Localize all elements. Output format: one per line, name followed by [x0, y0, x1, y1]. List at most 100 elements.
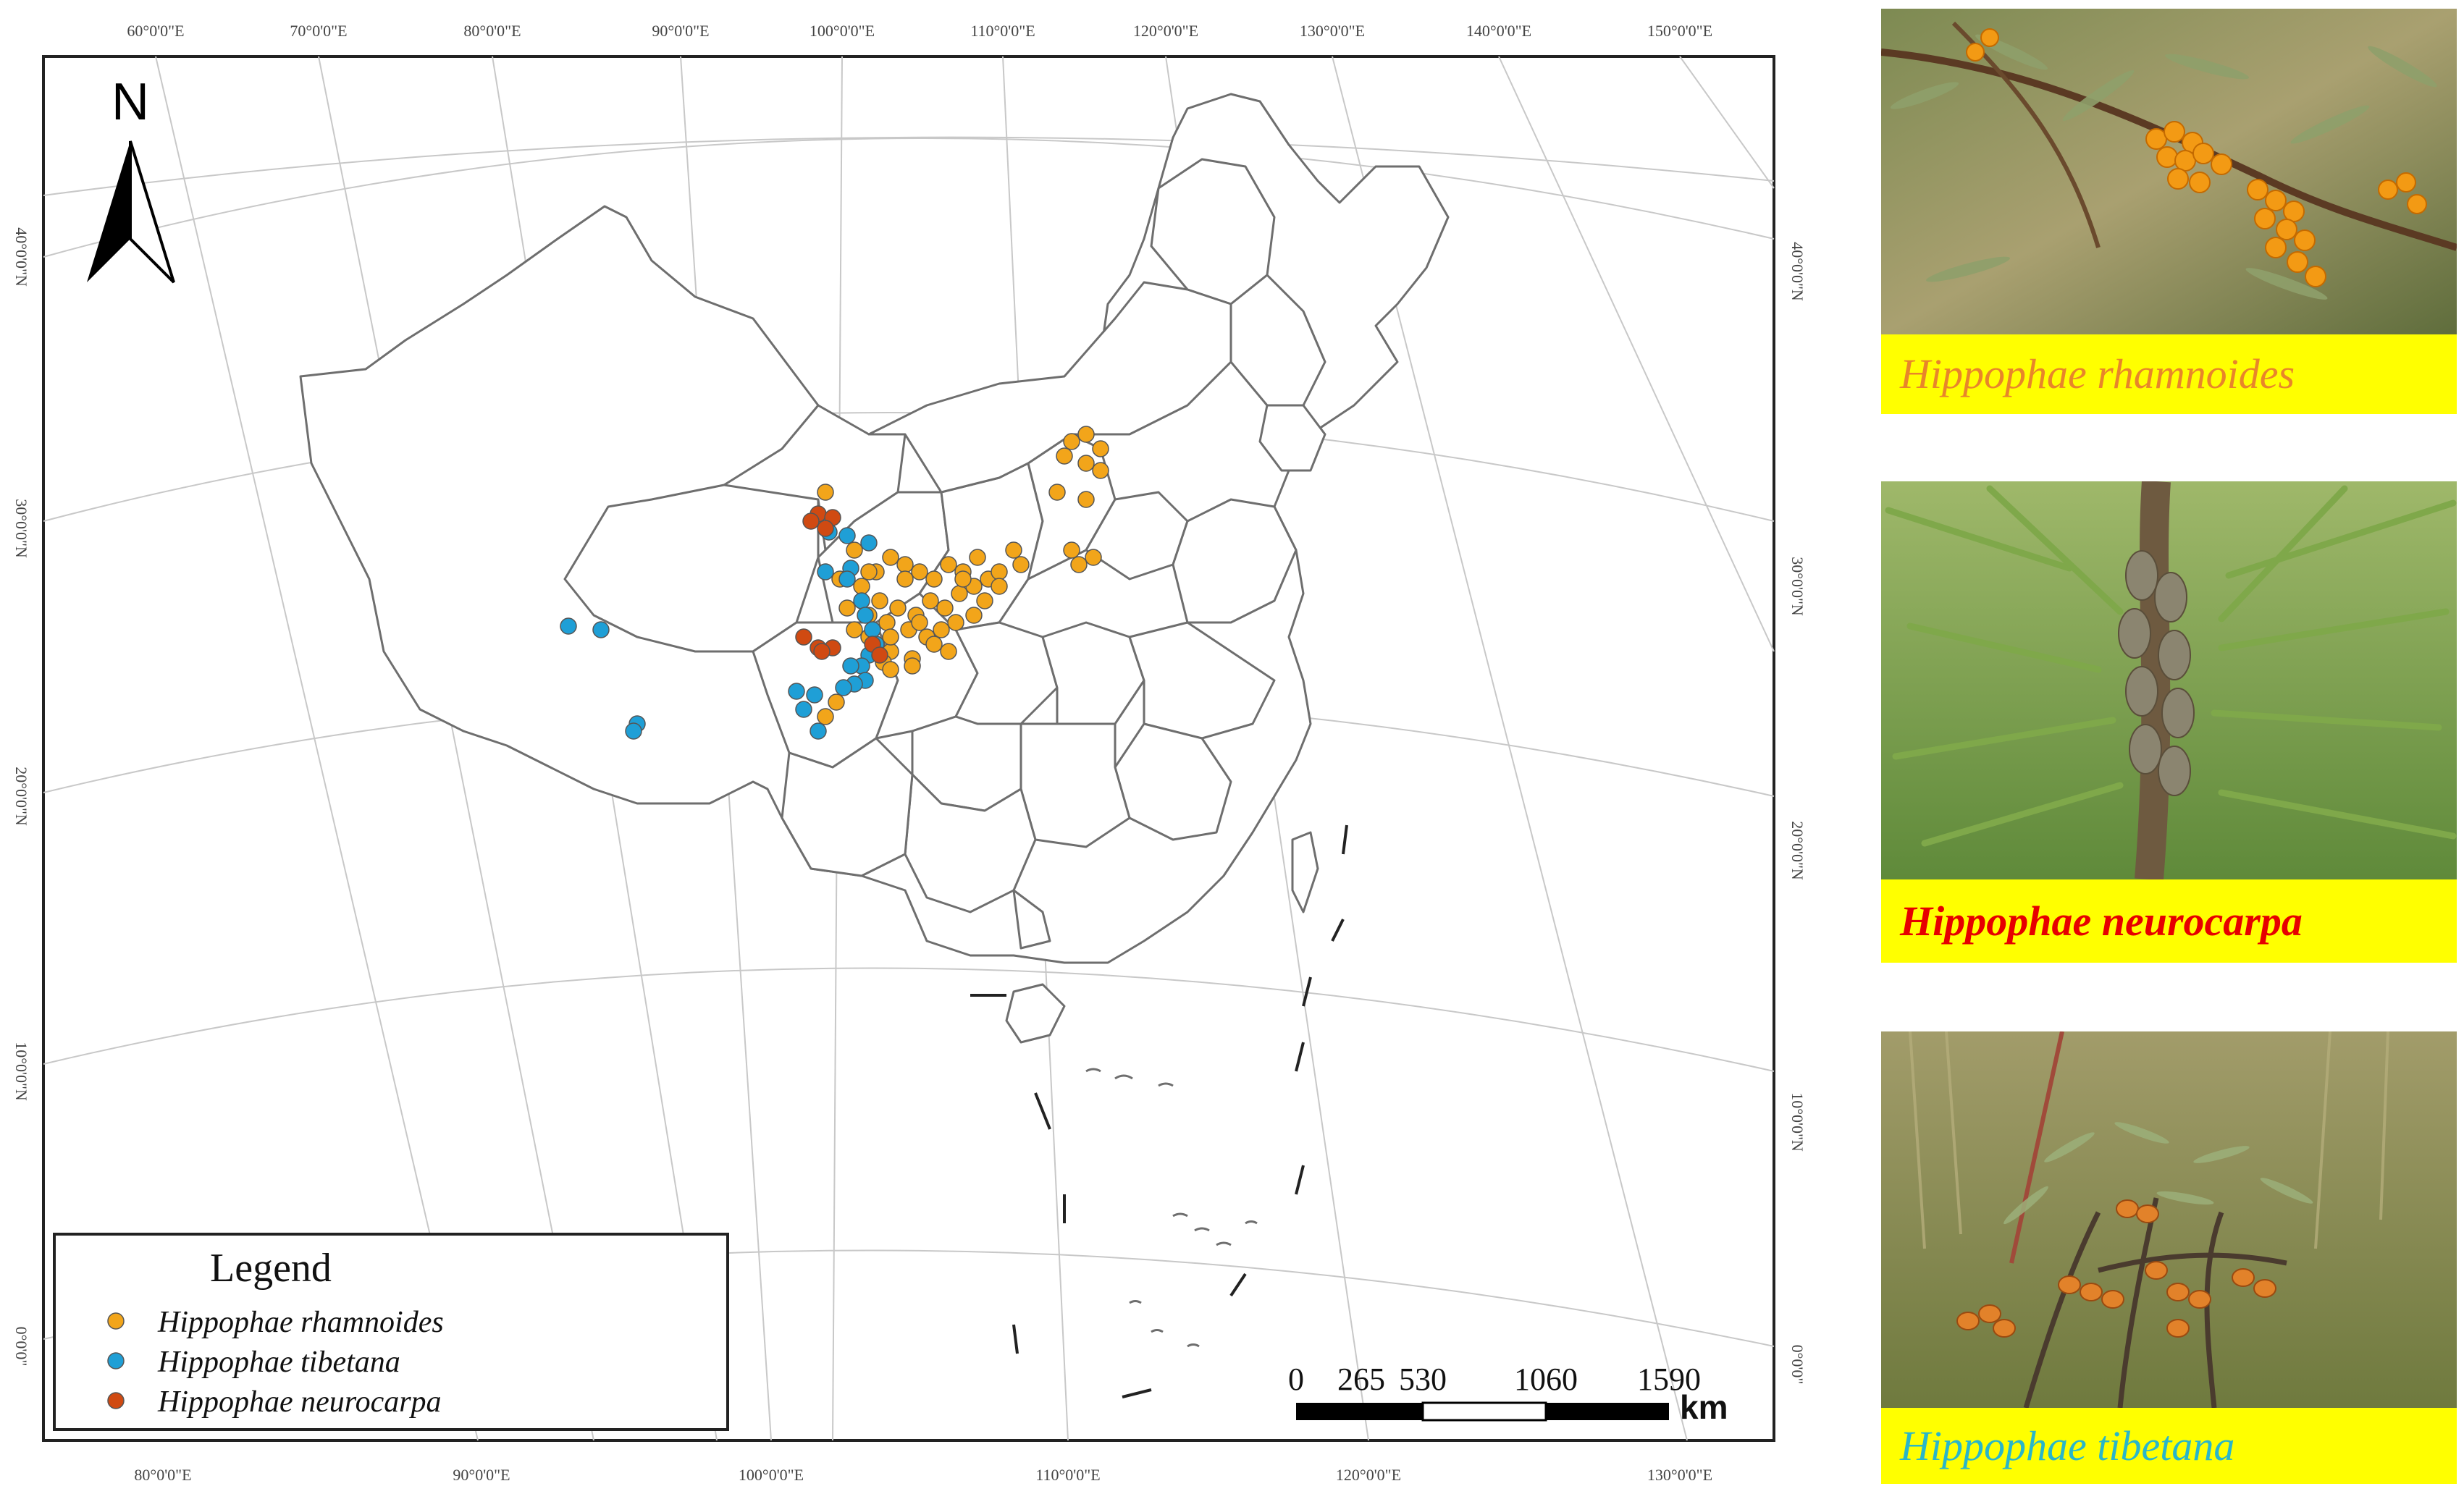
lon-label: 120°0'0"E: [1133, 22, 1198, 40]
point-rhamnoides: [1063, 433, 1080, 450]
point-rhamnoides: [896, 556, 914, 573]
point-rhamnoides: [947, 614, 964, 631]
point-tibetana: [810, 722, 827, 740]
lat-label: 20°0'0"N: [1788, 821, 1807, 880]
lon-label: 130°0'0"E: [1300, 22, 1365, 40]
lon-label: 130°0'0"E: [1647, 1466, 1712, 1484]
legend-swatch-rhamnoides: [107, 1312, 125, 1330]
point-rhamnoides: [922, 592, 939, 609]
legend: Legend Hippophae rhamnoides Hippophae ti…: [53, 1233, 729, 1431]
lat-label: 40°0'0"N: [12, 227, 30, 287]
legend-swatch-neurocarpa: [107, 1392, 125, 1409]
lat-label: 10°0'0"N: [1788, 1092, 1807, 1152]
legend-label: Hippophae tibetana: [157, 1346, 400, 1379]
point-rhamnoides: [846, 621, 863, 638]
north-arrow-left: [87, 141, 130, 282]
north-label: N: [112, 73, 149, 131]
caption-rhamnoides: Hippophae rhamnoides: [1881, 334, 2457, 414]
point-rhamnoides: [976, 592, 993, 609]
point-rhamnoides: [1092, 440, 1109, 457]
point-rhamnoides: [969, 549, 986, 566]
lon-label: 70°0'0"E: [290, 22, 347, 40]
legend-box: [53, 1233, 729, 1431]
point-rhamnoides: [925, 636, 943, 653]
point-rhamnoides: [1092, 462, 1109, 479]
scale-tick: 0: [1288, 1362, 1304, 1397]
lon-label: 80°0'0"E: [463, 22, 521, 40]
point-neurocarpa: [817, 520, 834, 537]
point-rhamnoides: [817, 484, 834, 501]
point-tibetana: [625, 722, 642, 740]
point-rhamnoides: [1048, 484, 1066, 501]
point-tibetana: [838, 570, 856, 588]
caption-text: Hippophae rhamnoides: [1900, 350, 2295, 397]
point-tibetana: [860, 534, 878, 552]
point-tibetana: [592, 621, 610, 638]
point-rhamnoides: [1077, 491, 1095, 508]
point-tibetana: [864, 621, 881, 638]
point-rhamnoides: [882, 549, 899, 566]
scale-tick: 530: [1399, 1362, 1447, 1397]
point-rhamnoides: [1077, 426, 1095, 443]
point-tibetana: [560, 617, 577, 635]
photo-rhamnoides: [1881, 9, 2457, 334]
point-rhamnoides: [965, 607, 983, 624]
lat-label: 30°0'0"N: [12, 499, 30, 558]
lon-label: 150°0'0"E: [1647, 22, 1712, 40]
point-rhamnoides: [940, 556, 957, 573]
point-rhamnoides: [940, 643, 957, 660]
north-arrow-right: [129, 140, 175, 284]
photo-tibetana-image: [1881, 1031, 2457, 1408]
point-rhamnoides: [896, 570, 914, 588]
point-tibetana: [835, 679, 852, 696]
distribution-points: [560, 426, 1109, 740]
point-rhamnoides: [936, 599, 954, 617]
point-rhamnoides: [1012, 556, 1030, 573]
scale-tick: 1590: [1637, 1362, 1701, 1397]
lon-label: 90°0'0"E: [453, 1466, 510, 1484]
point-tibetana: [853, 592, 870, 609]
point-neurocarpa: [813, 643, 831, 660]
point-rhamnoides: [860, 563, 878, 581]
caption-text: Hippophae tibetana: [1900, 1422, 2235, 1469]
scale-bar: 0 265 530 1060 1590 km: [1288, 1362, 1728, 1426]
legend-label: Hippophae rhamnoides: [157, 1306, 444, 1339]
point-rhamnoides: [925, 570, 943, 588]
lat-label: 0°0'0": [1788, 1345, 1807, 1385]
photo-tibetana: [1881, 1031, 2457, 1408]
lat-label: 20°0'0"N: [12, 767, 30, 826]
legend-title: Legend: [210, 1246, 332, 1291]
photo-neurocarpa: [1881, 481, 2457, 879]
point-rhamnoides: [911, 563, 928, 581]
scale-segment: [1421, 1401, 1547, 1422]
point-rhamnoides: [991, 563, 1008, 581]
point-rhamnoides: [882, 661, 899, 678]
point-rhamnoides: [871, 592, 888, 609]
point-rhamnoides: [846, 541, 863, 559]
point-rhamnoides: [838, 599, 856, 617]
point-tibetana: [838, 527, 856, 544]
scale-segment: [1546, 1403, 1669, 1420]
scale-segment: [1296, 1403, 1423, 1420]
point-neurocarpa: [802, 512, 820, 530]
point-rhamnoides: [1056, 447, 1073, 465]
point-rhamnoides: [828, 693, 845, 711]
north-arrow: N: [87, 73, 175, 284]
caption-text: Hippophae neurocarpa: [1900, 897, 2303, 945]
lon-label: 100°0'0"E: [739, 1466, 804, 1484]
lat-label: 40°0'0"N: [1788, 242, 1807, 301]
caption-tibetana: Hippophae tibetana: [1881, 1408, 2457, 1484]
point-rhamnoides: [933, 621, 950, 638]
scale-tick: 265: [1337, 1362, 1385, 1397]
point-tibetana: [842, 657, 859, 675]
legend-label: Hippophae neurocarpa: [157, 1385, 442, 1419]
lon-label: 90°0'0"E: [652, 22, 709, 40]
point-tibetana: [788, 683, 805, 700]
point-rhamnoides: [904, 657, 921, 675]
lon-label: 110°0'0"E: [1035, 1466, 1100, 1484]
point-tibetana: [795, 701, 812, 718]
lon-label: 120°0'0"E: [1336, 1466, 1401, 1484]
lon-label: 80°0'0"E: [134, 1466, 191, 1484]
point-tibetana: [806, 686, 823, 704]
